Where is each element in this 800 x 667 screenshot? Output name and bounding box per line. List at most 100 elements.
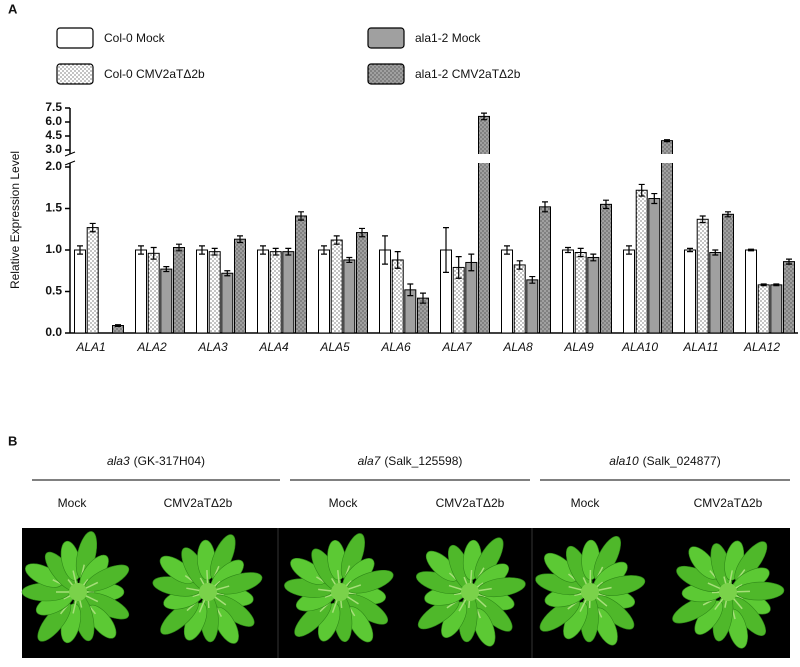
- x-tick-label: ALA2: [136, 340, 167, 354]
- bar: [161, 269, 172, 333]
- bar: [296, 216, 307, 333]
- panel-label: A: [8, 1, 18, 16]
- group-header: ala7(Salk_125598): [358, 454, 463, 468]
- bar: [235, 239, 246, 333]
- bar: [209, 252, 220, 333]
- bar: [75, 250, 86, 333]
- legend-label: ala1-2 CMV2aTΔ2b: [415, 67, 521, 81]
- legend-label: ala1-2 Mock: [415, 31, 481, 45]
- bar: [746, 250, 757, 333]
- x-tick-label: ALA6: [380, 340, 411, 354]
- group-header: ala3 (GK-317H04): [107, 454, 205, 468]
- bar: [527, 280, 538, 333]
- rosette-center: [331, 583, 349, 601]
- treatment-label: CMV2aTΔ2b: [436, 496, 505, 510]
- rosette-center: [719, 583, 737, 601]
- bar: [784, 262, 795, 333]
- y-tick-label: 2.0: [45, 159, 62, 173]
- bar: [601, 204, 612, 333]
- bar: [258, 250, 269, 333]
- bar: [563, 250, 574, 333]
- bar: [270, 252, 281, 333]
- x-tick-label: ALA7: [441, 340, 473, 354]
- bar: [222, 273, 233, 333]
- bar: [723, 214, 734, 333]
- y-tick-label: 3.0: [45, 142, 62, 156]
- bar: [685, 250, 696, 333]
- x-tick-label: ALA5: [319, 340, 350, 354]
- x-tick-label: ALA4: [258, 340, 289, 354]
- line-id: (Salk_125598): [384, 454, 462, 468]
- bar: [514, 265, 525, 333]
- treatment-label: Mock: [571, 496, 601, 510]
- x-tick-label: ALA8: [502, 340, 533, 354]
- bar: [588, 257, 599, 333]
- treatment-label: CMV2aTΔ2b: [164, 496, 233, 510]
- rosette-center: [581, 583, 599, 601]
- bar: [540, 207, 551, 333]
- bar: [697, 219, 708, 333]
- bar: [771, 285, 782, 333]
- x-tick-label: ALA1: [75, 340, 105, 354]
- y-tick-label: 7.5: [45, 100, 62, 114]
- bar: [283, 252, 294, 333]
- bar: [87, 228, 98, 333]
- x-tick-label: ALA10: [621, 340, 658, 354]
- rosette-center: [199, 583, 217, 601]
- bar: [479, 116, 490, 333]
- group-header: ala10 (Salk_024877): [609, 454, 720, 468]
- bar: [662, 141, 673, 333]
- x-tick-label: ALA12: [743, 340, 780, 354]
- treatment-label: Mock: [58, 496, 88, 510]
- bar: [758, 285, 769, 333]
- y-tick-label: 0.5: [45, 284, 62, 298]
- line-id: (GK-317H04): [134, 454, 205, 468]
- treatment-label: Mock: [329, 496, 359, 510]
- y-tick-label: 1.5: [45, 201, 62, 215]
- bar: [649, 199, 660, 333]
- y-tick-label: 6.0: [45, 114, 62, 128]
- legend-label: Col-0 Mock: [104, 31, 166, 45]
- legend-swatch: [368, 28, 404, 48]
- bar: [344, 260, 355, 333]
- rosette-center: [69, 583, 87, 601]
- bar: [174, 248, 185, 333]
- bar: [624, 250, 635, 333]
- bar: [357, 233, 368, 333]
- rosette-center: [461, 583, 479, 601]
- bar: [331, 240, 342, 333]
- y-tick-label: 4.5: [45, 128, 62, 142]
- bar: [392, 260, 403, 333]
- bar: [405, 290, 416, 333]
- bar: [148, 253, 159, 333]
- photo-panel: [22, 528, 790, 658]
- bar: [136, 250, 147, 333]
- axis-break-gap: [661, 154, 674, 163]
- bar: [575, 252, 586, 333]
- bar: [710, 252, 721, 333]
- genotype: ala10: [609, 454, 639, 468]
- genotype: ala3: [107, 454, 130, 468]
- treatment-label: CMV2aTΔ2b: [694, 496, 763, 510]
- bar: [466, 262, 477, 333]
- bar: [502, 250, 513, 333]
- line-id: (Salk_024877): [643, 454, 721, 468]
- panel-label: B: [8, 433, 17, 448]
- bar: [197, 250, 208, 333]
- legend-label: Col-0 CMV2aTΔ2b: [104, 67, 205, 81]
- genotype: ala7: [358, 454, 382, 468]
- y-tick-label: 0.0: [45, 325, 62, 339]
- x-tick-label: ALA3: [197, 340, 228, 354]
- y-tick-label: 1.0: [45, 242, 62, 256]
- bar: [319, 250, 330, 333]
- x-tick-label: ALA9: [563, 340, 594, 354]
- legend-swatch: [57, 28, 93, 48]
- y-axis-label: Relative Expression Level: [8, 151, 22, 289]
- legend-swatch: [57, 64, 93, 84]
- axis-break-gap: [478, 154, 491, 163]
- legend-swatch: [368, 64, 404, 84]
- bar: [636, 190, 647, 333]
- x-tick-label: ALA11: [682, 340, 718, 354]
